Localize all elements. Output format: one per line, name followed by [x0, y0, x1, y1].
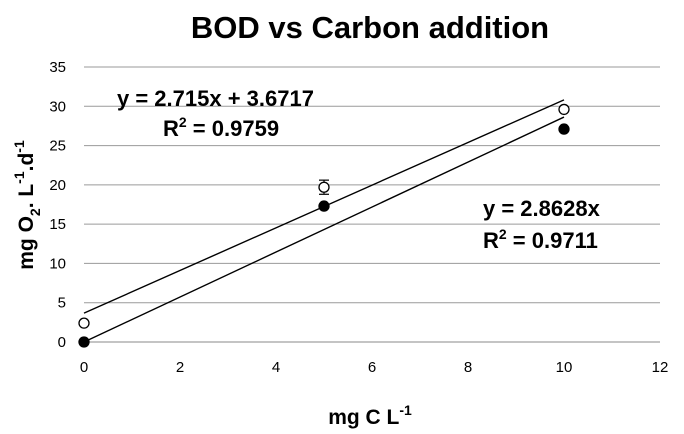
data-point-series-2 — [318, 200, 330, 212]
y-tick-labels: 0 5 10 15 20 25 30 35 — [49, 59, 66, 351]
r-squared-series-1: R2 = 0.9759 — [163, 114, 279, 141]
data-point-series-2 — [558, 123, 570, 135]
x-tick-label: 10 — [556, 359, 573, 376]
y-tick-label: 0 — [58, 334, 66, 351]
x-tick-label: 8 — [464, 359, 472, 376]
chart-title: BOD vs Carbon addition — [191, 10, 549, 45]
r-squared-series-2: R2 = 0.9711 — [483, 226, 598, 253]
y-tick-label: 30 — [49, 98, 66, 115]
x-tick-label: 0 — [80, 359, 88, 376]
x-tick-label: 4 — [272, 359, 280, 376]
x-tick-label: 2 — [176, 359, 184, 376]
equation-series-2: y = 2.8628x — [483, 196, 601, 221]
y-axis-label: mg O2. L-1.d-1 — [11, 140, 43, 270]
y-tick-label: 5 — [58, 295, 66, 312]
x-tick-label: 6 — [368, 359, 376, 376]
data-point-series-1 — [318, 181, 330, 193]
y-tick-label: 10 — [49, 255, 66, 272]
x-axis-label: mg C L-1 — [328, 402, 412, 429]
data-points — [78, 103, 570, 348]
data-point-series-2 — [78, 336, 90, 348]
data-point-series-1 — [78, 317, 90, 329]
y-tick-label: 20 — [49, 177, 66, 194]
x-tick-labels: 0 2 4 6 8 10 12 — [80, 359, 669, 376]
y-tick-label: 35 — [49, 59, 66, 76]
trendline-series-2 — [83, 116, 565, 343]
y-tick-label: 15 — [49, 216, 66, 233]
y-tick-label: 25 — [49, 138, 66, 155]
equation-series-1: y = 2.715x + 3.6717 — [117, 86, 314, 111]
x-tick-label: 12 — [652, 359, 669, 376]
data-point-series-1 — [558, 103, 570, 116]
